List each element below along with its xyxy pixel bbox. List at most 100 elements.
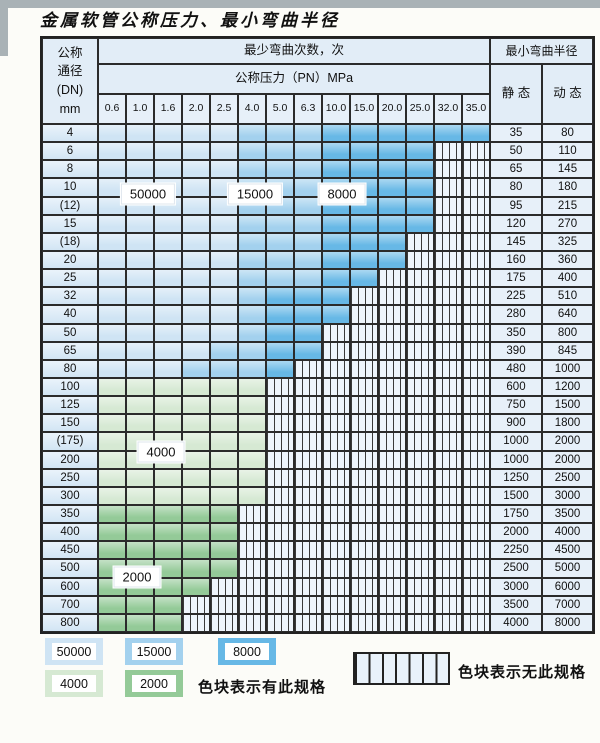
static-radius-cell: 160: [490, 250, 542, 270]
legend-swatch-label: 50000: [52, 643, 96, 660]
no-spec-cell: [434, 305, 462, 324]
spec-cell: [294, 124, 322, 143]
dynamic-radius-cell: 1500: [542, 396, 593, 415]
no-spec-cell: [434, 541, 462, 560]
no-spec-cell: [462, 269, 490, 288]
spec-cell: [238, 377, 266, 397]
spec-cell: [294, 341, 322, 360]
dynamic-radius-cell: 4000: [542, 523, 593, 542]
no-spec-cell: [434, 450, 462, 469]
no-spec-cell: [406, 305, 434, 324]
spec-cell: [98, 287, 126, 306]
static-radius-cell: 4000: [490, 613, 542, 632]
spec-cell: [210, 341, 238, 360]
no-spec-cell: [266, 613, 294, 632]
no-spec-cell: [378, 432, 406, 451]
no-spec-cell: [434, 523, 462, 542]
no-spec-cell: [406, 595, 434, 614]
no-spec-cell: [350, 559, 378, 578]
no-spec-cell: [294, 450, 322, 469]
no-spec-cell: [462, 396, 490, 415]
no-spec-cell: [406, 432, 434, 451]
spec-cell: [462, 124, 490, 143]
spec-cell: [98, 432, 126, 451]
page-edge-left: [0, 0, 8, 56]
dn-cell: 800: [42, 613, 98, 632]
no-spec-cell: [350, 450, 378, 469]
dynamic-radius-cell: 145: [542, 160, 593, 179]
static-radius-cell: 390: [490, 341, 542, 360]
spec-cell: [154, 523, 182, 542]
spec-cell: [182, 359, 210, 378]
spec-cell: [98, 414, 126, 433]
dn-cell: 15: [42, 214, 98, 233]
static-radius-cell: 65: [490, 160, 542, 179]
spec-cell: [154, 214, 182, 233]
spec-cell: [238, 359, 266, 378]
no-spec-cell: [462, 178, 490, 197]
dn-cell: 700: [42, 595, 98, 614]
spec-cell: [322, 160, 350, 179]
no-spec-cell: [406, 232, 434, 251]
no-spec-cell: [406, 287, 434, 306]
no-spec-cell: [406, 468, 434, 487]
no-spec-cell: [294, 595, 322, 614]
no-spec-cell: [462, 559, 490, 578]
dn-cell: 50: [42, 323, 98, 342]
spec-cell: [350, 269, 378, 288]
page-title: 金属软管公称压力、最小弯曲半径: [40, 11, 340, 31]
spec-cell: [182, 142, 210, 161]
no-spec-cell: [350, 541, 378, 560]
static-radius-cell: 280: [490, 305, 542, 324]
no-spec-cell: [378, 341, 406, 360]
dynamic-radius-cell: 325: [542, 232, 593, 251]
no-spec-cell: [350, 577, 378, 596]
no-spec-cell: [182, 613, 210, 632]
dynamic-radius-cell: 3000: [542, 486, 593, 505]
legend-swatch-label: 8000: [225, 643, 269, 660]
no-spec-cell: [462, 523, 490, 542]
dn-cell: 350: [42, 504, 98, 524]
spec-cell: [378, 178, 406, 197]
spec-cell: [210, 305, 238, 324]
no-spec-cell: [378, 559, 406, 578]
no-spec-cell: [462, 450, 490, 469]
dn-cell: 150: [42, 414, 98, 433]
header-nominal-pressure: 公称压力（PN）MPa: [98, 64, 490, 94]
spec-cell: [154, 577, 182, 596]
spec-cell: [294, 196, 322, 215]
no-spec-cell: [322, 414, 350, 433]
static-radius-cell: 2000: [490, 523, 542, 542]
no-spec-cell: [238, 523, 266, 542]
no-spec-cell: [462, 142, 490, 161]
spec-cell: [126, 414, 154, 433]
spec-cell: [182, 414, 210, 433]
spec-cell: [126, 250, 154, 270]
no-spec-cell: [434, 595, 462, 614]
spec-cell: [238, 142, 266, 161]
no-spec-cell: [266, 595, 294, 614]
spec-cell: [98, 214, 126, 233]
spec-cell: [210, 504, 238, 524]
spec-cell: [238, 160, 266, 179]
spec-cell: [126, 377, 154, 397]
spec-cell: [210, 142, 238, 161]
spec-cell: [98, 613, 126, 632]
spec-cell: [98, 178, 126, 197]
static-radius-cell: 3000: [490, 577, 542, 596]
no-spec-cell: [406, 450, 434, 469]
dn-cell: 80: [42, 359, 98, 378]
spec-cell: [238, 214, 266, 233]
spec-cell: [182, 559, 210, 578]
no-spec-cell: [294, 523, 322, 542]
dn-cell: (12): [42, 196, 98, 215]
legend-swatch-label: 2000: [132, 675, 176, 692]
spec-cell: [266, 269, 294, 288]
spec-cell: [266, 323, 294, 342]
no-spec-cell: [462, 432, 490, 451]
no-spec-cell: [322, 377, 350, 397]
spec-cell: [98, 450, 126, 469]
no-spec-cell: [378, 577, 406, 596]
no-spec-cell: [238, 559, 266, 578]
spec-cell: [238, 287, 266, 306]
